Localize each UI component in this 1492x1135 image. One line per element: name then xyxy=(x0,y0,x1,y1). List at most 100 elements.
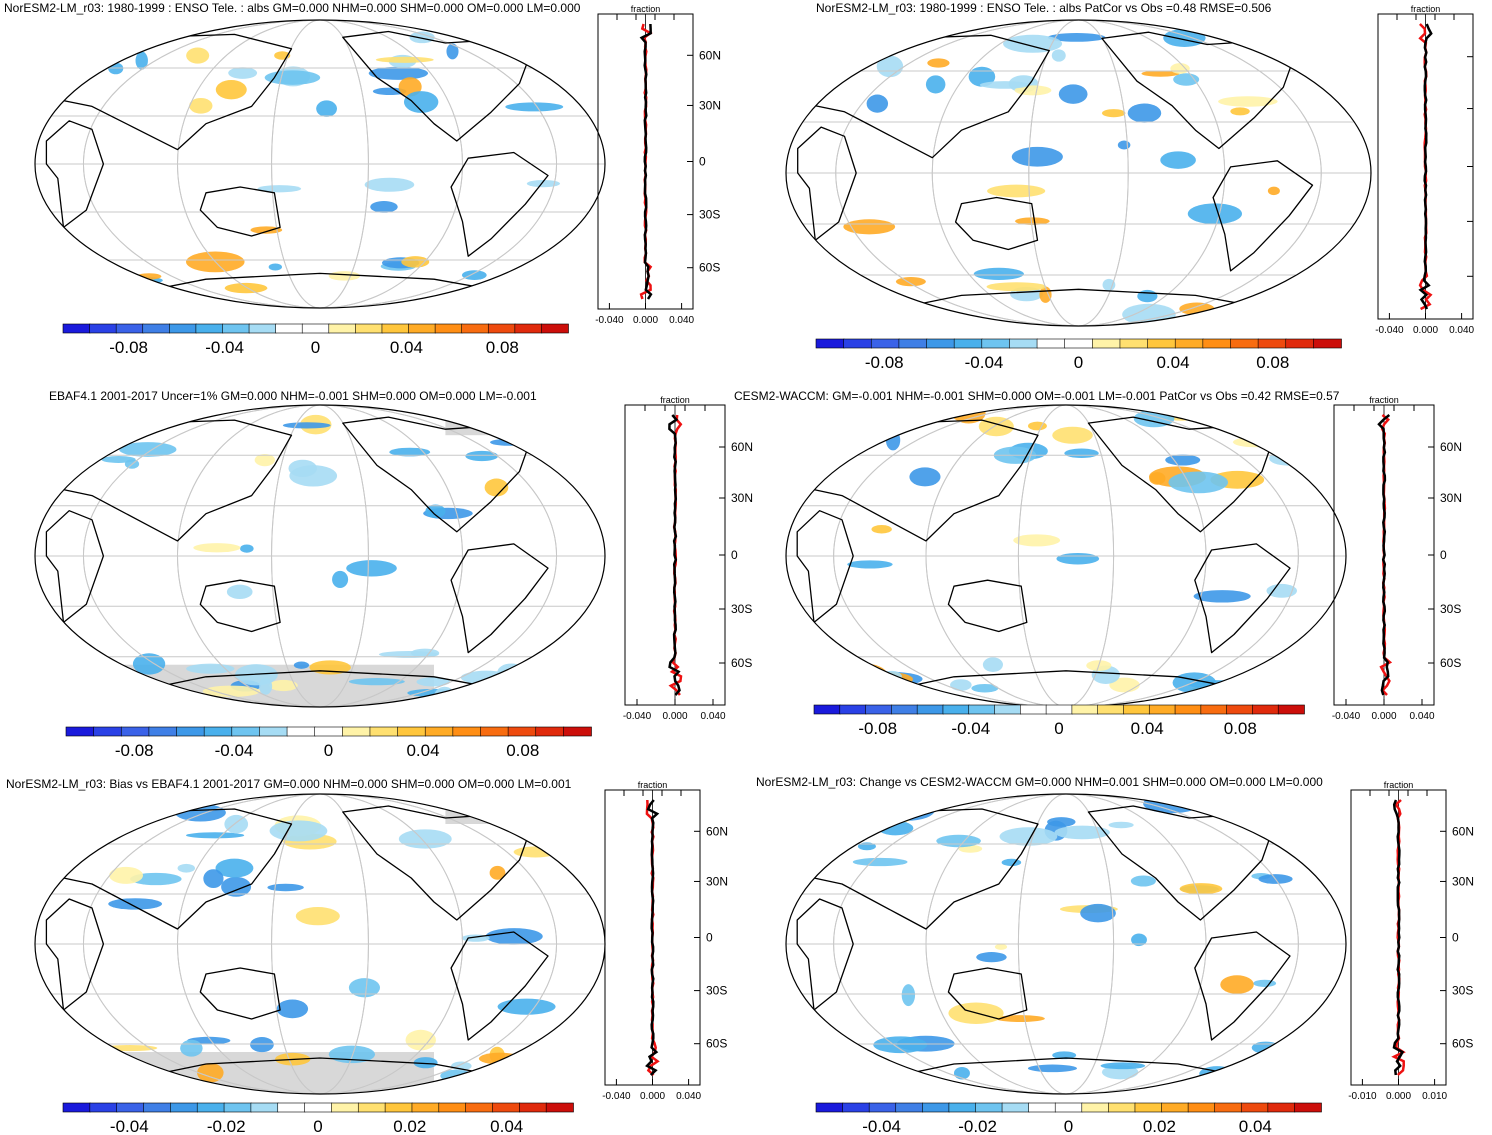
anomaly-patch xyxy=(473,288,519,308)
anomaly-patch xyxy=(847,560,893,569)
colorbar-tick-label: 0.02 xyxy=(1143,1117,1176,1135)
longitude-line xyxy=(833,405,1299,707)
anomaly-patch xyxy=(1230,107,1250,116)
anomaly-patch xyxy=(132,653,166,675)
anomaly-patch xyxy=(226,584,253,600)
anomaly-patch xyxy=(375,56,434,63)
colorbar-swatch xyxy=(815,338,845,349)
anomaly-patch xyxy=(215,80,247,100)
graticule xyxy=(786,405,1346,707)
colorbar-swatch xyxy=(452,726,482,737)
colorbar-swatch xyxy=(942,704,970,715)
colorbar-swatch xyxy=(1277,704,1305,715)
anomaly-patch xyxy=(973,267,1024,280)
colorbar-tick-label: 0.04 xyxy=(1239,1117,1272,1135)
continent-outline xyxy=(450,931,549,1041)
colorbar-swatch xyxy=(277,1102,306,1113)
colorbar-swatch xyxy=(1123,704,1151,715)
lat-label: 30N xyxy=(1452,874,1474,888)
colorbar-tick-label: 0 xyxy=(1064,1117,1073,1135)
colorbar-swatch xyxy=(1081,1102,1110,1113)
anomaly-patch xyxy=(1080,903,1116,923)
panel-p5: NorESM2-LM_r03: Bias vs EBAF4.1 2001-201… xyxy=(0,770,746,1135)
panel-title: CESM2-WACCM: GM=-0.001 NHM=-0.001 SHM=0.… xyxy=(734,389,1340,403)
anomaly-patch xyxy=(91,1067,124,1078)
colorbar-swatch xyxy=(813,704,841,715)
anomaly-patch xyxy=(1051,49,1066,62)
anomaly-patch xyxy=(409,31,435,44)
colorbar: -0.04 -0.02 0 0.02 0.04 xyxy=(815,1102,1322,1135)
missing-data-mask xyxy=(445,405,503,436)
anomaly-patch xyxy=(1141,70,1180,77)
zonal-axis-label: fraction xyxy=(631,4,661,14)
anomaly-patch xyxy=(228,67,258,79)
colorbar-swatch xyxy=(93,726,123,737)
anomaly-patch xyxy=(119,442,177,457)
colorbar-swatch xyxy=(115,323,144,334)
anomaly-patch xyxy=(1130,875,1156,887)
anomaly-patch xyxy=(1101,109,1126,118)
anomaly-patch xyxy=(1193,590,1251,603)
longitude-line xyxy=(82,405,558,707)
colorbar-swatch xyxy=(519,1102,547,1113)
anomaly-patch xyxy=(328,271,361,281)
lat-label: 60S xyxy=(1452,1037,1473,1051)
zonal-tick-label: 0.040 xyxy=(669,315,694,326)
coastlines xyxy=(786,416,1291,699)
lat-label: 60N xyxy=(1440,440,1462,454)
longitude-line xyxy=(271,20,369,308)
colorbar-swatch xyxy=(195,323,224,334)
colorbar-swatch xyxy=(331,1102,360,1113)
anomaly-patch xyxy=(197,1063,224,1083)
longitude-line xyxy=(82,20,558,308)
continent-outline xyxy=(1101,31,1302,150)
colorbar-tick-label: 0.04 xyxy=(406,741,439,760)
lat-label: 0 xyxy=(1452,931,1459,945)
lat-label: 30S xyxy=(1440,602,1461,616)
colorbar-swatch xyxy=(203,726,233,737)
colorbar-swatch xyxy=(397,726,427,737)
colorbar-swatch xyxy=(1230,338,1259,349)
colorbar-swatch xyxy=(1071,704,1099,715)
colorbar-tick-label: 0.04 xyxy=(1131,719,1164,738)
zonal-mean-plot: fraction -0.010 0.000 0.010 60N 30N 0 30S 60S xyxy=(1348,780,1474,1102)
longitude-line xyxy=(1028,20,1129,326)
anomaly-patch xyxy=(1027,1064,1077,1073)
anomaly-patch xyxy=(1238,427,1295,434)
panel-graphics: fraction-0.040 0.000 0.04060N30N030S60S-0.… xyxy=(785,395,1462,738)
zonal-mean-line xyxy=(1392,799,1405,1076)
colorbar-swatch xyxy=(1108,1102,1136,1113)
anomaly-patch xyxy=(901,984,916,1007)
lat-label: 60S xyxy=(706,1037,727,1051)
anomaly-patch xyxy=(489,865,506,880)
colorbar-swatch xyxy=(1054,1102,1083,1113)
lat-label: 60S xyxy=(699,261,720,275)
longitude-line xyxy=(82,794,558,1094)
colorbar-swatch xyxy=(434,323,463,334)
zonal-tick-label: 0.000 xyxy=(1371,711,1396,722)
anomaly-patch xyxy=(293,661,310,669)
anomaly-patch xyxy=(193,543,241,553)
colorbar-swatch xyxy=(1252,704,1280,715)
anomaly-patch xyxy=(1160,151,1196,169)
anomaly-patch xyxy=(927,58,950,68)
anomaly-patch xyxy=(885,430,901,451)
lat-label: 0 xyxy=(731,548,738,562)
continent-outline xyxy=(1212,160,1314,272)
lat-label: 0 xyxy=(706,931,713,945)
continent-outline xyxy=(450,151,549,257)
anomaly-patch xyxy=(1015,217,1050,225)
anomaly-patch xyxy=(526,179,560,188)
zonal-tick-label: -0.040 xyxy=(1375,325,1404,336)
colorbar-swatch xyxy=(1147,338,1177,349)
anomaly-patch xyxy=(405,1029,436,1051)
colorbar-swatch xyxy=(815,1102,844,1113)
anomaly-patch xyxy=(108,898,163,910)
anomaly-patch xyxy=(202,685,261,697)
anomaly-patch xyxy=(1108,821,1134,829)
anomaly-patch xyxy=(186,832,245,839)
zonal-tick-label: -0.040 xyxy=(595,315,624,326)
lat-label: 0 xyxy=(1440,548,1447,562)
colorbar-swatch xyxy=(1226,704,1254,715)
colorbar-swatch xyxy=(223,1102,252,1113)
